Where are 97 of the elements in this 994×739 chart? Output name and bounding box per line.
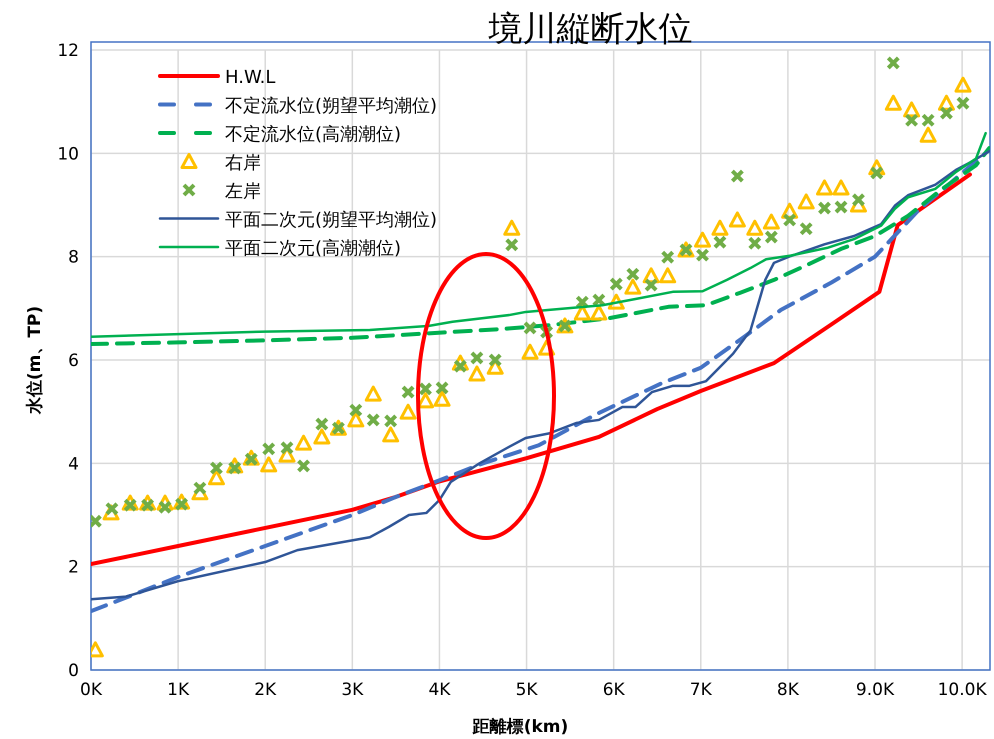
point — [192, 481, 207, 496]
y-tick-label: 12 — [57, 41, 79, 61]
point — [694, 232, 712, 248]
point — [832, 179, 850, 196]
point — [523, 320, 538, 335]
point — [659, 267, 676, 284]
point — [851, 192, 866, 207]
x-tick-label: 3K — [341, 680, 364, 700]
point — [228, 460, 242, 475]
x-tick-label: 5K — [516, 680, 538, 700]
point — [400, 404, 417, 420]
y-tick-label: 6 — [68, 351, 79, 371]
point — [712, 235, 727, 250]
chart-title: 境川縦断水位 — [488, 9, 692, 49]
x-tick-label: 9.0K — [856, 680, 895, 700]
x-tick-label: 1K — [167, 680, 190, 700]
point — [435, 380, 450, 395]
point — [762, 214, 780, 230]
point — [174, 497, 189, 512]
point — [366, 412, 380, 427]
y-tick-label: 8 — [68, 248, 79, 268]
point — [522, 344, 539, 360]
point — [295, 434, 312, 451]
point — [696, 248, 710, 262]
y-tick-label: 0 — [68, 661, 79, 681]
point — [280, 440, 294, 455]
legend-label: H.W.L — [225, 67, 276, 88]
point — [816, 179, 833, 196]
point — [884, 94, 902, 111]
x-axis-title: 距離標(km) — [472, 717, 568, 737]
y-tick-label: 2 — [68, 558, 79, 578]
point — [817, 201, 832, 216]
y-tick-label: 4 — [68, 454, 79, 474]
point — [626, 267, 640, 282]
point — [314, 417, 329, 432]
point — [746, 220, 764, 236]
point — [624, 278, 642, 295]
point — [711, 220, 728, 236]
point — [834, 200, 848, 214]
point — [488, 353, 502, 367]
x-tick-label: 8K — [776, 680, 800, 700]
legend-label: 左岸 — [225, 181, 261, 202]
x-tick-label: 4K — [428, 680, 452, 700]
point — [590, 304, 608, 320]
point — [296, 458, 311, 473]
legend-label: 不定流水位(高潮潮位) — [225, 124, 402, 145]
point — [886, 56, 900, 70]
point — [798, 193, 815, 210]
point — [904, 113, 919, 128]
point — [470, 350, 484, 365]
point — [660, 250, 675, 264]
point — [384, 414, 398, 428]
point — [208, 469, 225, 486]
point — [920, 126, 937, 143]
point — [364, 386, 382, 402]
point — [260, 456, 278, 472]
point — [956, 96, 970, 110]
legend-label: 右岸 — [225, 152, 261, 174]
point — [382, 426, 400, 442]
point — [730, 169, 744, 184]
point — [453, 359, 468, 374]
legend-label: 不定流水位(朔望平均潮位) — [225, 96, 438, 116]
point — [503, 220, 520, 236]
point — [209, 460, 224, 475]
y-tick-label: 10 — [57, 144, 79, 164]
point — [921, 113, 936, 128]
x-tick-label: 10.0K — [938, 680, 988, 700]
y-axis-title: 水位(m、TP) — [25, 306, 45, 416]
point — [870, 166, 884, 180]
point — [347, 411, 364, 428]
point — [434, 390, 451, 407]
point — [782, 212, 797, 227]
point — [504, 238, 519, 252]
point — [954, 76, 972, 93]
point — [123, 498, 138, 512]
point — [313, 428, 330, 444]
legend-label: 平面二次元(朔望平均潮位) — [225, 210, 438, 230]
point — [728, 211, 746, 228]
point — [348, 403, 363, 418]
point — [140, 498, 155, 512]
point — [104, 502, 119, 516]
point — [401, 385, 416, 400]
point — [748, 236, 762, 250]
x-tick-label: 6K — [602, 680, 626, 700]
point — [764, 230, 778, 244]
x-tick-label: 2K — [254, 680, 278, 700]
point — [262, 442, 276, 456]
point — [609, 277, 624, 292]
legend-label: 平面二次元(高潮潮位) — [225, 238, 402, 259]
x-tick-label: 7K — [690, 680, 713, 700]
point — [468, 365, 486, 382]
point — [418, 382, 433, 396]
point — [799, 222, 814, 236]
point — [644, 278, 658, 292]
point — [158, 500, 172, 514]
point — [939, 106, 954, 120]
x-tick-label: 0K — [80, 680, 103, 700]
